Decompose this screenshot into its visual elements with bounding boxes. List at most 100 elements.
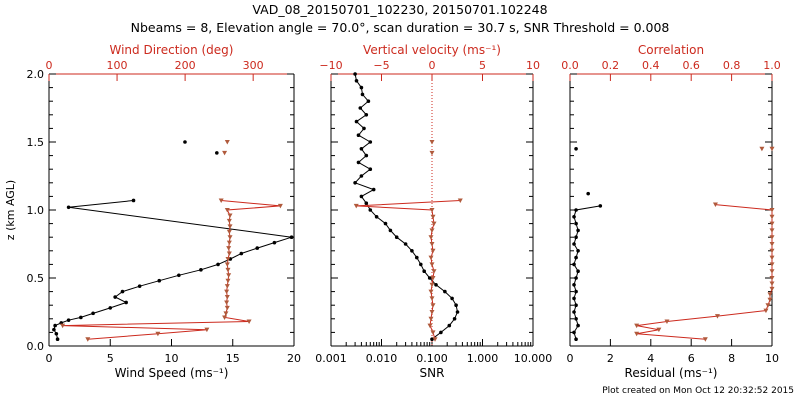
data-point [430,248,436,254]
data-point [224,284,230,289]
data-point [226,218,232,224]
data-point [574,208,578,212]
data-point [222,315,228,320]
data-point [255,246,260,250]
data-point [763,308,769,314]
data-point [91,311,95,316]
wind-series-2 [60,198,283,342]
snr-top-tick-label: 10 [526,59,540,72]
data-point [66,205,71,210]
data-point [574,147,578,151]
y-tick-label: 2.0 [27,68,45,81]
snr-bottom-tick-label: 10.000 [514,352,553,365]
wind-series-line [53,200,292,340]
data-point [227,213,233,218]
data-point [224,140,230,145]
data-point [183,140,187,144]
data-point [227,224,233,229]
data-point [371,187,376,192]
data-point [289,235,294,239]
data-point [443,289,447,294]
data-point [362,126,366,131]
data-point [769,281,775,286]
data-point [714,314,720,319]
data-point [368,208,373,212]
data-point [368,167,373,171]
wind-series-3 [222,140,230,156]
data-point [359,147,364,151]
data-point [227,235,233,240]
data-point [574,317,578,321]
data-point [108,306,113,310]
data-point [769,146,775,152]
data-point [769,262,775,267]
data-point [572,215,576,219]
residual-bottom-tick-label: 4 [647,352,654,365]
wind-bottom-tick-label: 5 [107,352,114,365]
data-point [204,327,210,333]
data-point [769,248,775,254]
data-point [429,140,435,145]
data-point [353,181,357,185]
snr-top-axis-title: Vertical velocity (ms⁻¹) [363,43,501,57]
snr-series-1 [353,198,463,342]
data-point [429,310,435,315]
data-point [356,160,361,165]
y-tick-label: 0.0 [27,340,45,353]
snr-bottom-tick-label: 0.010 [366,352,398,365]
residual-top-tick-label: 0.8 [723,59,741,72]
residual-bottom-tick-label: 8 [728,352,735,365]
data-point [702,337,708,342]
wind-bottom-tick-label: 20 [287,352,301,365]
data-point [769,221,775,227]
data-point [226,229,232,235]
wind-series-0 [52,198,294,342]
data-point [226,240,232,246]
data-point [769,269,775,274]
data-point [452,317,457,321]
chart-title-line-2: Nbeams = 8, Elevation angle = 70.0°, sca… [130,20,670,35]
y-tick-label: 1.0 [27,204,45,217]
wind-top-tick-label: 200 [175,59,196,72]
plot-created-footer: Plot created on Mon Oct 12 20:32:52 2015 [602,386,794,396]
data-point [113,295,117,299]
data-point [450,296,454,301]
data-point [759,146,765,152]
data-point [431,269,437,274]
data-point [434,283,438,287]
data-point [572,283,576,287]
data-point [226,246,232,251]
data-point [364,153,369,158]
data-point [576,323,580,328]
data-point [430,337,434,342]
data-point [224,208,230,213]
snr-top-tick-label: −5 [373,59,389,72]
data-point [767,297,773,303]
data-point [60,323,66,329]
data-point [364,201,369,205]
data-point [360,92,365,97]
data-point [769,208,775,213]
data-point [224,305,230,311]
residual-series-2 [634,202,775,342]
snr-bottom-axis-title: SNR [420,366,445,380]
residual-top-tick-label: 0.2 [602,59,620,72]
data-point [383,221,388,226]
data-point [224,295,230,300]
data-point [358,106,363,110]
data-point [224,289,230,295]
wind-bottom-tick-label: 15 [226,352,240,365]
panel-wind: 0.0 0.5 1.0 1.5 2.0 z (km AGL) 0 5 10 15 20 Wind Sp… [4,43,301,380]
snr-bottom-tick-label: 0.100 [416,352,448,365]
data-point [374,215,379,219]
snr-top-tick-label: −10 [319,59,342,72]
data-point [574,221,578,226]
data-point [769,228,775,233]
data-point [429,296,435,301]
residual-bottom-tick-label: 0 [567,352,574,365]
data-point [246,319,252,325]
data-point [418,262,423,267]
data-point [430,330,436,335]
data-point [224,262,230,267]
data-point [765,303,771,308]
